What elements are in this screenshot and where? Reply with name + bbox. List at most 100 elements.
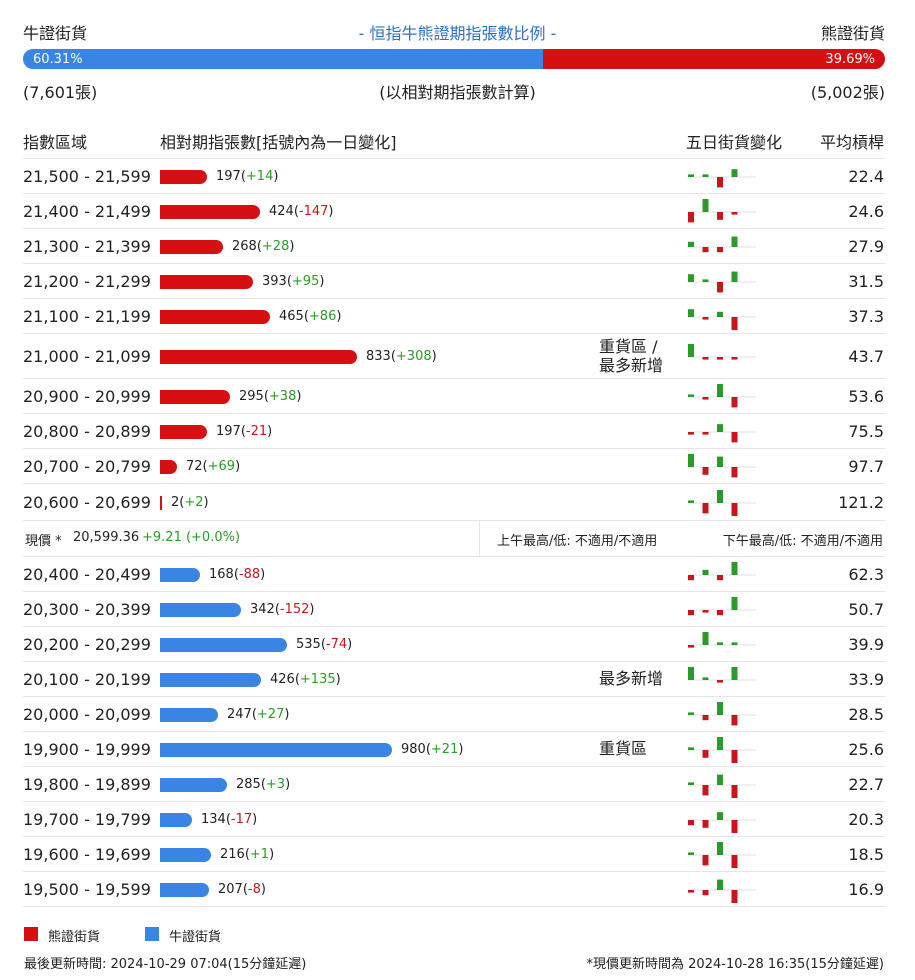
row-range: 20,300 - 20,399	[23, 599, 151, 619]
row-divider	[23, 871, 885, 872]
row-divider	[23, 801, 885, 802]
page-title: - 恒指牛熊證期指張數比例 -	[358, 24, 557, 43]
bull-count: (7,601張)	[23, 83, 98, 102]
row-avg-ratio: 75.5	[848, 421, 884, 441]
sparkline-bar	[702, 609, 709, 613]
paren-open: (	[256, 238, 262, 254]
row-avg-ratio: 27.9	[848, 236, 884, 256]
contracts-value: 207(-8)	[218, 882, 266, 897]
bull-pct: 60.31%	[33, 51, 83, 67]
paren-open: (	[425, 741, 431, 757]
daily-change: +14	[245, 168, 274, 184]
current-row-divider	[479, 521, 480, 556]
sparkline-bar	[702, 198, 709, 212]
contracts-value: 247(+27)	[227, 707, 289, 722]
row-divider	[23, 661, 885, 662]
bull-contracts-bar	[160, 707, 218, 722]
sparkline-bar	[731, 889, 738, 903]
paren-open: (	[263, 388, 269, 404]
five-day-sparkline	[688, 168, 756, 187]
row-range: 19,600 - 19,699	[23, 844, 151, 864]
sparkline-bar	[717, 489, 723, 503]
paren-close: )	[328, 203, 334, 219]
paren-open: (	[233, 566, 239, 582]
bull-row: 19,600 - 19,699 216(+1) 18.5	[0, 837, 915, 872]
row-range: 21,100 - 21,199	[23, 306, 151, 326]
row-divider	[23, 378, 885, 379]
contracts-count: 980	[401, 741, 426, 757]
contracts-value: 2(+2)	[171, 495, 209, 510]
sparkline-bar	[717, 356, 723, 360]
paren-open: (	[202, 458, 208, 474]
paren-close: )	[260, 881, 266, 897]
row-divider	[23, 906, 885, 907]
contracts-count: 197	[216, 423, 241, 439]
sparkline-bar	[702, 854, 709, 865]
row-avg-ratio: 31.5	[848, 271, 884, 291]
bull-label: 牛證街貨	[23, 24, 88, 43]
sparkline-bar	[731, 236, 738, 247]
sparkline-bar	[702, 173, 709, 177]
sparkline-bar	[688, 711, 694, 715]
daily-change: +1	[249, 846, 270, 862]
row-divider	[23, 731, 885, 732]
sparkline-bar	[717, 574, 723, 580]
bull-contracts-bar	[160, 637, 287, 652]
bull-row: 20,000 - 20,099 247(+27) 28.5	[0, 697, 915, 732]
sparkline-bar	[688, 211, 694, 222]
bear-legend-swatch	[24, 927, 38, 941]
five-day-sparkline	[688, 736, 756, 763]
sparkline-bar	[702, 819, 709, 828]
bull-legend-swatch	[145, 927, 159, 941]
sparkline-bar	[731, 502, 738, 516]
contracts-count: 833	[366, 348, 391, 364]
paren-close: )	[269, 846, 275, 862]
five-day-sparkline	[688, 308, 756, 330]
paren-close: )	[284, 706, 290, 722]
contracts-count: 2	[171, 494, 180, 510]
sparkline-bar	[702, 631, 709, 645]
sparkline-bar	[717, 281, 723, 292]
daily-change: +95	[291, 273, 320, 289]
sparkline-bar	[702, 714, 709, 720]
sparkline-bar	[688, 819, 694, 825]
daily-change: +308	[395, 348, 432, 364]
paren-close: )	[319, 273, 325, 289]
five-day-sparkline	[688, 453, 756, 477]
contracts-count: 197	[216, 168, 241, 184]
sparkline-bar	[702, 569, 709, 575]
row-divider	[23, 193, 885, 194]
bull-ratio-fill: 60.31%	[23, 49, 543, 69]
row-range: 19,700 - 19,799	[23, 809, 151, 829]
paren-close: )	[235, 458, 241, 474]
row-divider	[23, 263, 885, 264]
daily-change: +86	[308, 308, 337, 324]
row-note: 重貨區 / 最多新增	[599, 336, 664, 375]
daily-change: -88	[238, 566, 261, 582]
row-range: 19,900 - 19,999	[23, 739, 151, 759]
row-avg-ratio: 43.7	[848, 346, 884, 366]
sparkline-bar	[717, 456, 723, 467]
contracts-count: 295	[239, 388, 264, 404]
header-divider	[23, 158, 885, 159]
row-range: 20,900 - 20,999	[23, 386, 151, 406]
row-range: 20,000 - 20,099	[23, 704, 151, 724]
paren-close: )	[285, 776, 291, 792]
paren-close: )	[267, 423, 273, 439]
bear-row: 20,700 - 20,799 72(+69) 97.7	[0, 449, 915, 484]
contracts-count: 424	[269, 203, 294, 219]
current-price-row: 現價 * 20,599.36 +9.21 (+0.0%) 上午最高/低: 不適用…	[0, 521, 915, 556]
row-divider	[23, 298, 885, 299]
contracts-count: 207	[218, 881, 243, 897]
bear-contracts-bar	[160, 349, 357, 364]
sparkline-bar	[731, 784, 738, 798]
bear-row: 21,300 - 21,399 268(+28) 27.9	[0, 229, 915, 264]
row-note: 最多新增	[599, 669, 664, 688]
bull-row: 20,100 - 20,199 426(+135) 最多新增 33.9	[0, 662, 915, 697]
row-range: 20,100 - 20,199	[23, 669, 151, 689]
current-price-label: 現價 *	[25, 534, 62, 549]
five-day-sparkline	[688, 271, 756, 292]
sparkline-bar	[717, 311, 723, 317]
sparkline-bar	[717, 701, 723, 715]
sparkline-bar	[702, 676, 709, 680]
